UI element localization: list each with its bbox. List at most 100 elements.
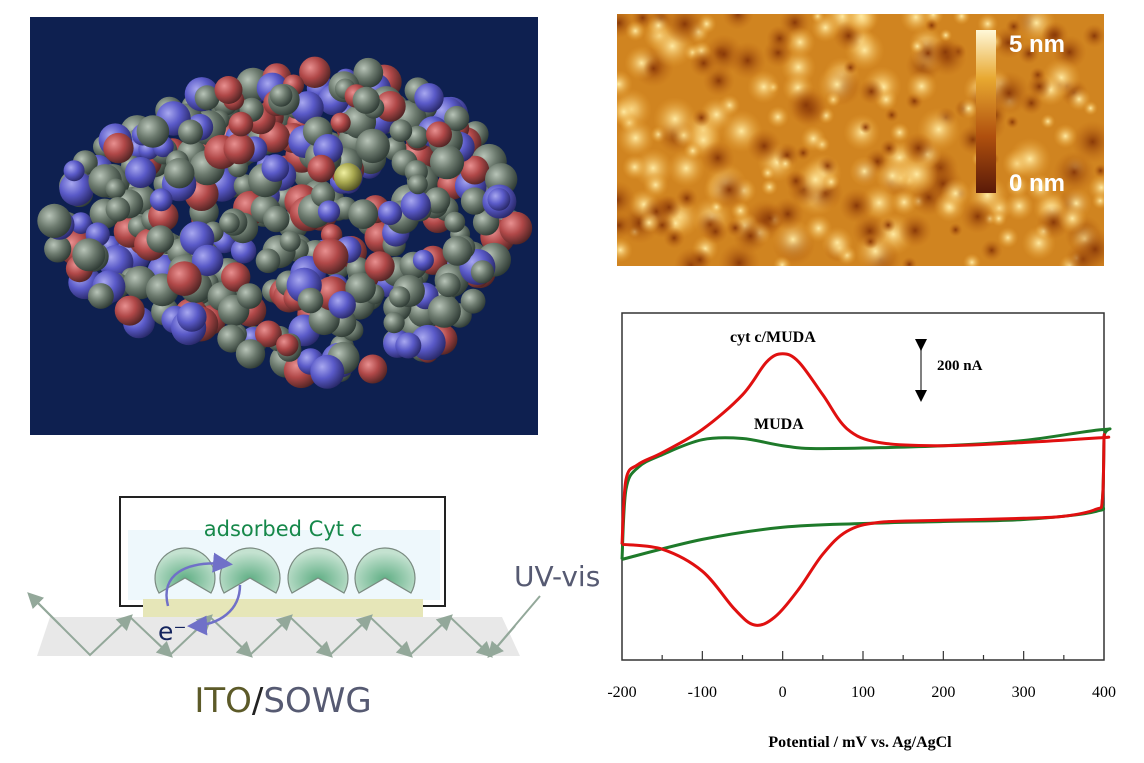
electron-transfer-arrow-up [165,552,233,607]
atom-sphere [330,112,351,133]
atom-sphere [374,91,406,122]
afm-grain [625,20,646,42]
afm-grain [800,126,826,152]
afm-grain [796,160,835,199]
light-reflection-arrow [473,639,493,658]
afm-topography: 5 nm 0 nm [598,0,1117,284]
colorbar [976,30,996,193]
afm-grain [925,18,939,33]
afm-grain [610,97,638,126]
afm-grain [862,233,879,250]
afm-grain [687,247,712,272]
atom-sphere [230,238,257,264]
afm-grain [906,70,938,102]
light-reflection-arrow [153,639,173,658]
atom-sphere [299,56,331,88]
atom-sphere [407,174,428,195]
atom-sphere [364,251,395,282]
atom-sphere [328,291,356,319]
cyt-c-icon [219,547,281,594]
atom-sphere [194,85,220,111]
x-tick-label: 300 [1012,684,1036,701]
atom-sphere [442,236,473,266]
plot-frame [621,312,1105,661]
atom-sphere [348,199,379,230]
atom-sphere [88,283,114,309]
atom-sphere [297,287,324,314]
electron-transfer-arrow-down [187,584,242,636]
atom-sphere [276,333,299,357]
colorbar-max-label: 5 nm [1009,31,1065,58]
afm-grain [980,239,1003,262]
afm-grain [1071,120,1114,163]
ito-label: ITO [194,681,252,721]
x-axis-label: Potential / mV vs. Ag/AgCl [768,734,952,751]
afm-grain [616,118,655,158]
atom-sphere [149,188,173,212]
atom-sphere [178,119,203,145]
afm-grain [1057,203,1087,234]
ito-layer [143,599,423,617]
annotation-cyt-c-muda: cyt c/MUDA [730,329,816,346]
afm-grain [766,25,793,52]
atom-sphere [426,121,452,148]
afm-grain [1053,123,1078,149]
annotation-muda: MUDA [754,416,804,433]
slash: / [252,681,264,721]
substrate-label: ITO/SOWG [194,681,371,721]
afm-grain [880,217,896,233]
afm-grain [879,139,899,158]
afm-grain [990,210,1007,227]
x-tick-label: 0 [779,684,787,701]
afm-height-image: 5 nm 0 nm [598,0,1117,284]
afm-grain [643,58,664,79]
atom-sphere [219,212,240,234]
afm-grain [663,227,685,249]
afm-grain [931,38,959,66]
sowg-label: SOWG [263,681,371,721]
cyt-c-icon [354,547,416,594]
afm-grain [958,98,979,119]
atom-sphere [400,190,431,221]
waveguide-schematic: adsorbed Cyt c e⁻ UV-vis ITO/SOWG [0,480,600,750]
atom-sphere [228,111,254,137]
afm-grain [1018,42,1040,65]
atom-sphere [223,133,255,165]
afm-grain [689,48,718,78]
atom-sphere [310,354,345,389]
atom-sphere [63,160,85,182]
afm-grain [1052,151,1096,194]
atom-sphere [269,84,293,107]
light-reflection-arrow [233,639,253,658]
x-tick-label: 400 [1092,684,1116,701]
afm-grain [692,108,711,127]
afm-grain [1040,114,1056,129]
atom-sphere [444,211,466,233]
atom-sphere [470,260,494,284]
afm-grain [1008,137,1052,181]
atom-sphere [383,312,405,334]
atom-sphere [191,244,224,277]
atom-sphere [217,324,246,353]
afm-grain [874,158,911,194]
afm-grain [992,26,1025,59]
atom-sphere [236,283,263,309]
x-tick-label: 100 [851,684,875,701]
afm-grain [664,3,706,45]
afm-grain [839,188,874,224]
atom-sphere [353,57,384,88]
atom-sphere [355,128,390,164]
cyclic-voltammogram: -200 -100 0 100 200 300 400 200 nA cyt c/MUDA … [590,300,1144,758]
afm-grain [726,218,745,238]
afm-grain [859,120,872,134]
atom-sphere [72,238,106,272]
atom-sphere [436,272,461,298]
light-reflection-arrow [393,639,413,658]
atom-sphere [44,235,72,263]
afm-grain [675,187,698,210]
atom-sphere [105,197,131,222]
afm-grain [939,28,953,42]
afm-grain [1004,191,1034,221]
afm-grain [821,226,854,259]
series-muda [620,427,1112,561]
